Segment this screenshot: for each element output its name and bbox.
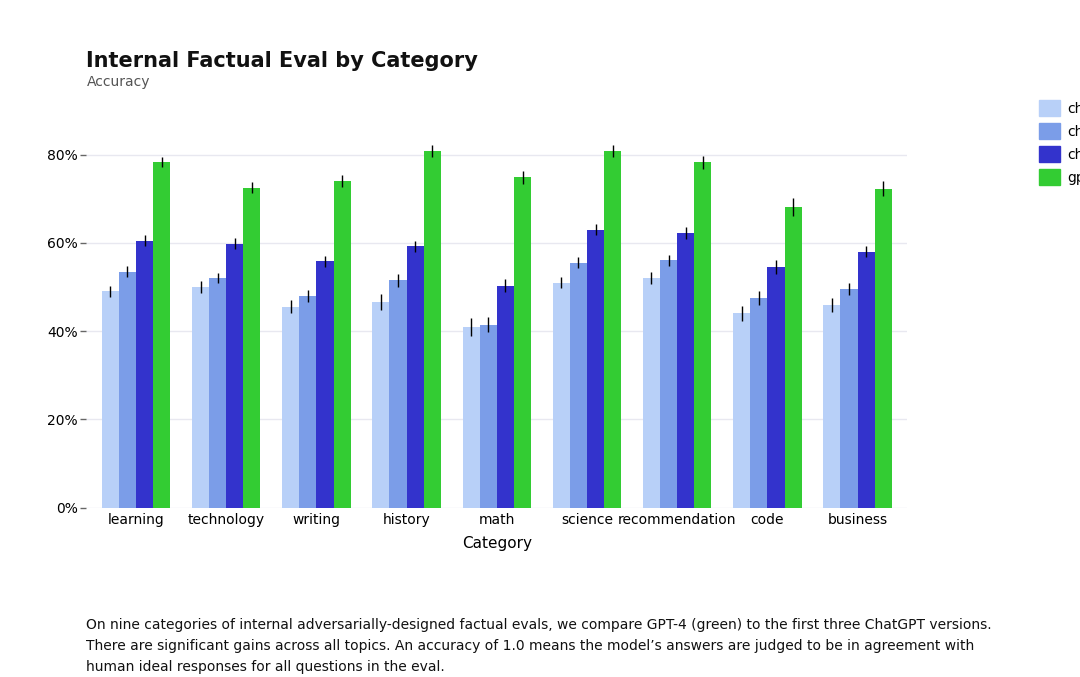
Text: Accuracy: Accuracy bbox=[86, 75, 150, 89]
Bar bbox=[423, 151, 441, 508]
Bar bbox=[406, 246, 423, 508]
Bar bbox=[694, 162, 712, 508]
Bar bbox=[299, 296, 316, 508]
Bar bbox=[226, 244, 243, 508]
Bar bbox=[153, 162, 171, 508]
Bar bbox=[751, 298, 768, 508]
Bar bbox=[733, 313, 751, 508]
Bar bbox=[643, 278, 660, 508]
Bar bbox=[102, 291, 119, 508]
Bar bbox=[210, 278, 226, 508]
Bar bbox=[660, 261, 677, 508]
Bar bbox=[784, 207, 801, 508]
Bar bbox=[243, 188, 260, 508]
Bar bbox=[480, 324, 497, 508]
Bar bbox=[677, 233, 694, 508]
Legend: chatgpt-v2, chatgpt-v3, chatgpt-v4, gpt-4: chatgpt-v2, chatgpt-v3, chatgpt-v4, gpt-… bbox=[1039, 100, 1080, 185]
Bar bbox=[553, 282, 570, 508]
Bar bbox=[390, 280, 406, 508]
X-axis label: Category: Category bbox=[462, 536, 531, 550]
Bar bbox=[136, 240, 153, 508]
Bar bbox=[192, 287, 210, 508]
Text: Internal Factual Eval by Category: Internal Factual Eval by Category bbox=[86, 51, 478, 71]
Bar bbox=[514, 177, 531, 508]
Bar bbox=[858, 252, 875, 508]
Bar bbox=[316, 261, 334, 508]
Bar bbox=[282, 307, 299, 508]
Bar bbox=[840, 289, 858, 508]
Bar bbox=[570, 263, 588, 508]
Bar bbox=[497, 286, 514, 508]
Bar bbox=[588, 230, 604, 508]
Bar bbox=[768, 267, 784, 508]
Bar bbox=[373, 303, 390, 508]
Text: On nine categories of internal adversarially-designed factual evals, we compare : On nine categories of internal adversari… bbox=[86, 618, 993, 674]
Bar bbox=[604, 151, 621, 508]
Bar bbox=[119, 271, 136, 508]
Bar bbox=[462, 327, 480, 508]
Bar bbox=[334, 181, 351, 508]
Bar bbox=[823, 305, 840, 508]
Bar bbox=[875, 188, 892, 508]
